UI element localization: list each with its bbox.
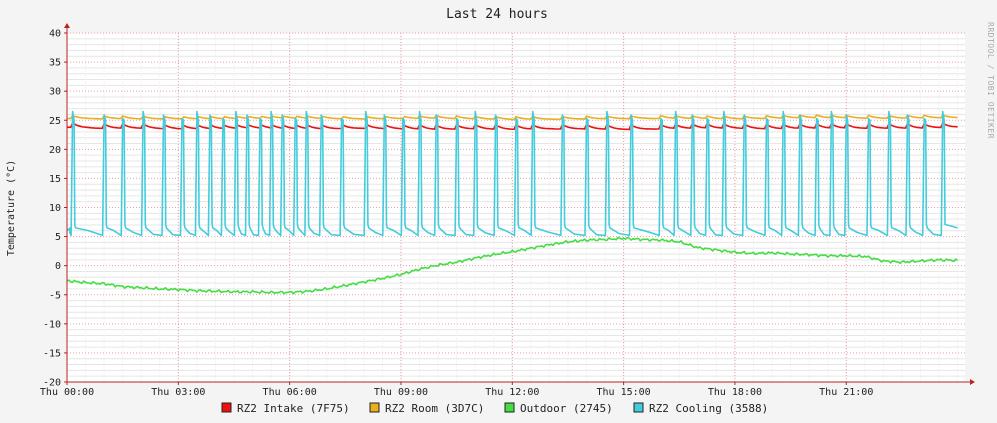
legend-swatch xyxy=(633,402,644,413)
y-tick-label: -10 xyxy=(43,319,61,330)
series-line-3 xyxy=(66,110,958,237)
x-tick-label: Thu 09:00 xyxy=(374,387,428,398)
series-group xyxy=(66,110,959,295)
legend-swatch xyxy=(369,402,380,413)
y-tick-label: -20 xyxy=(43,378,61,389)
axes xyxy=(64,23,975,385)
series-line-1 xyxy=(67,114,958,121)
y-tick-label: 15 xyxy=(49,174,61,185)
legend-label: RZ2 Room (3D7C) xyxy=(385,402,484,415)
x-axis-arrow xyxy=(970,379,975,385)
y-tick-label: 0 xyxy=(55,261,61,272)
legend-label: Outdoor (2745) xyxy=(520,402,613,415)
x-tick-label: Thu 06:00 xyxy=(263,387,317,398)
y-tick-label: 5 xyxy=(55,232,61,243)
watermark: RRDTOOL / TOBI OETIKER xyxy=(986,22,995,139)
series-line-2 xyxy=(66,236,959,295)
y-tick-label: 25 xyxy=(49,116,61,127)
y-tick-label: 20 xyxy=(49,145,61,156)
y-tick-label: -15 xyxy=(43,348,61,359)
x-tick-label: Thu 15:00 xyxy=(597,387,651,398)
legend-label: RZ2 Intake (7F75) xyxy=(237,402,350,415)
y-ticks: 40 35 30 25 20 15 10 5 0 -5 -10 -15 -20 xyxy=(43,29,67,389)
y-tick-label: 10 xyxy=(49,203,61,214)
legend: RZ2 Intake (7F75) RZ2 Room (3D7C) Outdoor … xyxy=(221,402,768,415)
y-axis-arrow xyxy=(64,23,70,28)
y-tick-label: 30 xyxy=(49,87,61,98)
legend-swatch xyxy=(221,402,232,413)
x-tick-label: Thu 18:00 xyxy=(708,387,762,398)
chart-title: Last 24 hours xyxy=(446,7,548,22)
x-tick-label: Thu 12:00 xyxy=(485,387,539,398)
legend-label: RZ2 Cooling (3588) xyxy=(649,402,768,415)
x-tick-label: Thu 00:00 xyxy=(40,387,94,398)
x-tick-label: Thu 21:00 xyxy=(819,387,873,398)
legend-swatch xyxy=(504,402,515,413)
y-tick-label: -5 xyxy=(49,290,61,301)
series-line-0 xyxy=(66,121,958,131)
y-tick-label: 40 xyxy=(49,29,61,40)
y-axis-label: Temperature (°C) xyxy=(6,160,17,256)
y-tick-label: 35 xyxy=(49,58,61,69)
x-tick-label: Thu 03:00 xyxy=(151,387,205,398)
